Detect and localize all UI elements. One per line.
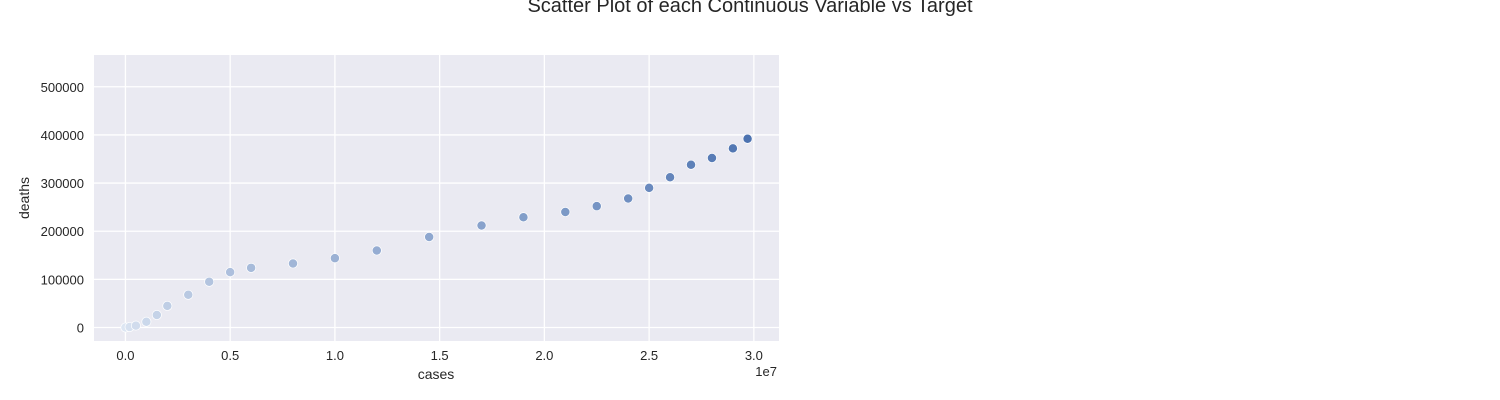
scatter-point (591, 201, 602, 212)
x-axis-label: cases (418, 366, 455, 382)
plot-area (94, 55, 779, 341)
scatter-point (204, 276, 215, 287)
y-tick-label: 300000 (41, 176, 84, 191)
y-tick-label: 0 (77, 321, 84, 336)
grid-lines (94, 55, 779, 341)
x-tick-label: 1.0 (326, 348, 344, 363)
axes: 0.0 0.5 1.0 1.5 2.0 2.5 3.0 0 100000 200000 30000… (16, 55, 779, 382)
scatter-point (141, 316, 152, 327)
figure-title: Scatter Plot of each Continuous Variable… (527, 0, 973, 17)
scatter-point (742, 133, 753, 144)
scatter-point (424, 232, 435, 242)
scatter-point (727, 143, 738, 154)
x-tick-label: 0.0 (116, 348, 134, 363)
x-tick-label: 1.5 (431, 348, 449, 363)
scatter-points (120, 133, 753, 333)
scatter-point (665, 172, 676, 183)
scatter-point (623, 193, 634, 204)
scatter-point (560, 207, 571, 217)
scatter-point (225, 267, 236, 278)
y-tick-label: 400000 (41, 128, 84, 143)
scatter-point (371, 245, 382, 256)
x-tick-label: 2.5 (640, 348, 658, 363)
y-tick-label: 100000 (41, 272, 84, 287)
scatter-point (246, 262, 257, 273)
scatter-point (644, 182, 655, 193)
scatter-point (707, 153, 717, 163)
scatter-point (130, 320, 141, 331)
scatter-point (151, 310, 162, 320)
x-tick-label: 2.0 (535, 348, 553, 363)
y-tick-label: 500000 (41, 80, 84, 95)
scatter-point (183, 289, 194, 300)
scatter-point (518, 212, 529, 223)
scatter-point (288, 258, 298, 269)
scatter-point (162, 300, 173, 311)
x-tick-label: 0.5 (221, 348, 239, 363)
scatter-point (329, 253, 340, 264)
y-tick-label: 200000 (41, 224, 84, 239)
scatter-point (476, 220, 487, 231)
y-tick-labels: 0 100000 200000 300000 400000 500000 (41, 80, 84, 336)
y-axis-label: deaths (16, 177, 32, 219)
x-offset-label: 1e7 (755, 364, 777, 379)
x-tick-label: 3.0 (745, 348, 763, 363)
scatter-point (686, 159, 696, 170)
x-tick-labels: 0.0 0.5 1.0 1.5 2.0 2.5 3.0 (116, 348, 763, 363)
